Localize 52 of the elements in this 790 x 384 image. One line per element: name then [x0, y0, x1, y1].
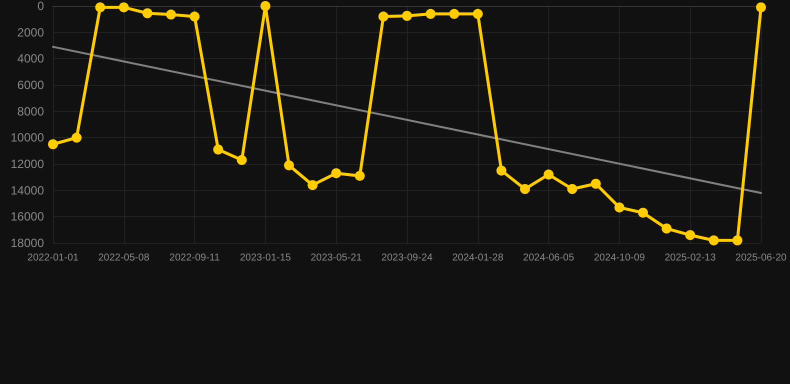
x-tick-label: 2024-10-09	[594, 252, 646, 264]
x-tick-label: 2023-01-15	[240, 252, 292, 264]
x-tick-label: 2024-01-28	[452, 252, 504, 264]
point	[708, 235, 719, 246]
point	[166, 10, 176, 20]
point	[354, 170, 365, 181]
point	[732, 235, 742, 246]
y-tick-label: 2000	[17, 25, 44, 40]
point	[284, 160, 294, 170]
point	[662, 224, 672, 234]
point	[590, 178, 601, 189]
point	[72, 132, 82, 143]
y-tick-label: 18000	[10, 236, 44, 250]
point	[402, 10, 412, 21]
point	[614, 202, 624, 212]
point	[260, 1, 270, 11]
point	[544, 170, 554, 180]
point	[496, 166, 506, 176]
point	[567, 184, 578, 194]
point	[308, 180, 318, 190]
point	[48, 139, 58, 150]
y-tick-label: 0	[37, 0, 44, 13]
x-tick-label: 2023-09-24	[381, 252, 434, 264]
x-tick-label: 2022-05-08	[98, 252, 150, 264]
y-tick-label: 10000	[10, 130, 44, 145]
y-tick-label: 14000	[10, 183, 44, 198]
y-tick-label: 8000	[17, 104, 44, 118]
point	[190, 12, 200, 22]
point	[756, 2, 766, 12]
point	[472, 8, 483, 19]
point	[520, 184, 530, 194]
point	[638, 208, 648, 218]
point	[95, 2, 106, 12]
y-tick-label: 12000	[10, 157, 44, 171]
point	[685, 230, 696, 240]
point	[378, 12, 388, 22]
point	[331, 168, 342, 178]
point	[142, 8, 152, 18]
x-tick-label: 2023-05-21	[310, 252, 362, 264]
y-tick-label: 6000	[17, 78, 44, 92]
point	[213, 144, 224, 155]
point	[118, 2, 129, 12]
point	[236, 155, 247, 166]
x-tick-label: 2024-06-05	[523, 252, 575, 264]
x-tick-label: 2025-02-13	[664, 252, 716, 264]
point	[449, 8, 460, 19]
x-tick-label: 2022-01-01	[27, 252, 80, 264]
point	[426, 8, 436, 19]
y-tick-label: 4000	[17, 52, 44, 66]
x-tick-label: 2022-09-11	[169, 252, 220, 264]
y-tick-label: 16000	[10, 210, 44, 224]
x-tick-label: 2025-06-20	[735, 252, 788, 264]
